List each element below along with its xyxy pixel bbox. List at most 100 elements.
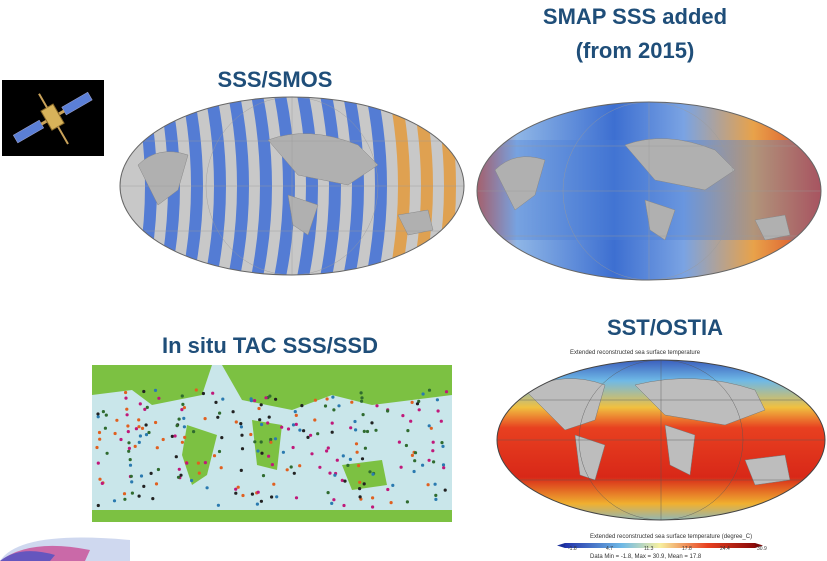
float-dot xyxy=(375,404,379,408)
ostia-tick: 24.4 xyxy=(720,546,730,552)
float-dot xyxy=(174,455,178,459)
float-dot xyxy=(406,429,410,433)
float-dot xyxy=(355,450,359,454)
float-dot xyxy=(234,487,238,491)
float-dot xyxy=(112,499,117,503)
float-dot xyxy=(253,399,257,403)
float-dot xyxy=(401,414,405,418)
float-dot xyxy=(216,415,220,419)
float-dot xyxy=(97,430,102,435)
float-dot xyxy=(293,410,297,414)
float-dot xyxy=(142,484,146,488)
float-dot xyxy=(95,445,99,450)
float-dot xyxy=(185,461,189,465)
float-dot xyxy=(133,444,137,448)
float-dot xyxy=(249,397,253,401)
float-dot xyxy=(427,388,432,392)
decorative-swoosh xyxy=(0,537,130,561)
float-dot xyxy=(294,413,298,417)
float-dot xyxy=(433,482,437,486)
float-dot xyxy=(399,465,403,469)
float-dot xyxy=(234,491,238,495)
float-dot xyxy=(429,426,433,430)
float-dot xyxy=(359,391,363,395)
float-dot xyxy=(161,437,165,442)
float-dot xyxy=(157,396,161,400)
float-dot xyxy=(328,471,332,475)
float-dot xyxy=(389,501,393,505)
float-dot xyxy=(326,446,330,450)
float-dot xyxy=(309,433,313,437)
float-dot xyxy=(350,400,354,404)
float-dot xyxy=(258,418,262,422)
float-dot xyxy=(154,482,159,486)
float-dot xyxy=(219,466,223,470)
float-dot xyxy=(259,440,263,444)
float-dot xyxy=(325,449,329,453)
float-dot xyxy=(261,474,266,478)
float-dot xyxy=(410,400,414,404)
float-dot xyxy=(259,403,263,407)
float-dot xyxy=(253,440,257,444)
smos-title: SSS/SMOS xyxy=(217,67,333,92)
float-dot xyxy=(280,425,284,429)
float-dot xyxy=(354,428,358,432)
float-dot xyxy=(274,397,278,401)
float-dot xyxy=(145,405,149,409)
float-dot xyxy=(441,463,446,467)
ostia-title: SST/OSTIA xyxy=(606,315,724,340)
smap-title: SMAP SSS added (from 2015) xyxy=(505,0,765,68)
float-dot xyxy=(358,487,362,491)
float-dot xyxy=(337,404,341,408)
float-dot xyxy=(127,446,131,450)
float-dot xyxy=(155,446,159,450)
float-dot xyxy=(138,402,142,406)
float-dot xyxy=(294,422,298,426)
insitu-title: In situ TAC SSS/SSD xyxy=(162,333,378,358)
float-dot xyxy=(360,396,364,400)
float-dot xyxy=(412,469,416,474)
float-dot xyxy=(154,420,158,425)
float-dot xyxy=(443,488,447,492)
float-dot xyxy=(126,424,130,428)
float-dot xyxy=(269,437,273,442)
float-dot xyxy=(431,440,435,444)
ostia-stats: Data Min = -1.8, Max = 30.9, Mean = 17.8 xyxy=(590,554,702,560)
float-dot xyxy=(342,503,346,508)
float-dot xyxy=(439,419,443,423)
float-dot xyxy=(122,492,127,496)
float-dot xyxy=(240,447,245,451)
float-dot xyxy=(405,500,409,504)
float-dot xyxy=(259,499,263,503)
float-dot xyxy=(440,441,444,445)
float-dot xyxy=(335,458,339,462)
float-dot xyxy=(417,399,421,403)
smap-title-line2: (from 2015) xyxy=(575,38,695,63)
float-dot xyxy=(358,495,362,499)
float-dot xyxy=(325,397,329,401)
float-dot xyxy=(374,428,378,432)
float-dot xyxy=(125,407,129,411)
float-dot xyxy=(205,486,209,490)
float-dot xyxy=(128,463,133,467)
float-dot xyxy=(292,471,296,475)
float-dot xyxy=(101,410,105,414)
float-dot xyxy=(273,437,278,441)
float-dot xyxy=(173,434,177,438)
float-dot xyxy=(241,493,245,498)
float-dot xyxy=(239,468,243,472)
float-dot xyxy=(127,449,131,453)
float-dot xyxy=(119,437,123,442)
float-dot xyxy=(361,413,365,417)
float-dot xyxy=(196,461,200,465)
float-dot xyxy=(127,441,131,445)
float-dot xyxy=(220,436,224,440)
float-dot xyxy=(153,388,158,392)
float-dot xyxy=(256,449,260,453)
float-dot xyxy=(151,497,155,501)
float-dot xyxy=(330,421,334,425)
float-dot xyxy=(177,417,181,421)
float-dot xyxy=(104,413,108,417)
ostia-tick: -1.8 xyxy=(568,546,577,552)
float-dot xyxy=(144,423,148,427)
